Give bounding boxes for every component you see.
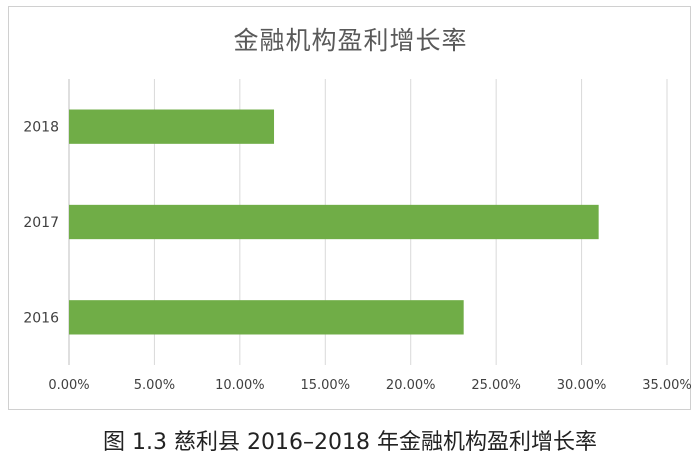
x-tick-label: 30.00% xyxy=(557,378,607,393)
bar-2018 xyxy=(69,109,275,144)
bar-2017 xyxy=(69,204,599,240)
figure-caption: 图 1.3 慈利县 2016–2018 年金融机构盈利增长率 xyxy=(103,430,597,455)
y-category-label: 2017 xyxy=(23,215,59,231)
x-tick-label: 35.00% xyxy=(642,378,692,393)
x-tick-label: 0.00% xyxy=(48,378,89,393)
chart-title: 金融机构盈利增长率 xyxy=(233,26,468,55)
x-tick-label: 25.00% xyxy=(471,378,521,393)
x-tick-label: 10.00% xyxy=(215,378,265,393)
y-category-label: 2016 xyxy=(23,310,59,326)
y-category-label: 2018 xyxy=(23,120,59,136)
x-tick-label: 20.00% xyxy=(386,378,436,393)
chart-frame: 金融机构盈利增长率 0.00% 5.00% 10.00% 15.00% 20.00% 25… xyxy=(8,6,692,410)
bar-chart: 0.00% 5.00% 10.00% 15.00% 20.00% 25.00% 30.00%… xyxy=(23,79,692,393)
bar-2016 xyxy=(69,300,464,335)
x-tick-label: 5.00% xyxy=(134,378,175,393)
x-tick-label: 15.00% xyxy=(300,378,350,393)
